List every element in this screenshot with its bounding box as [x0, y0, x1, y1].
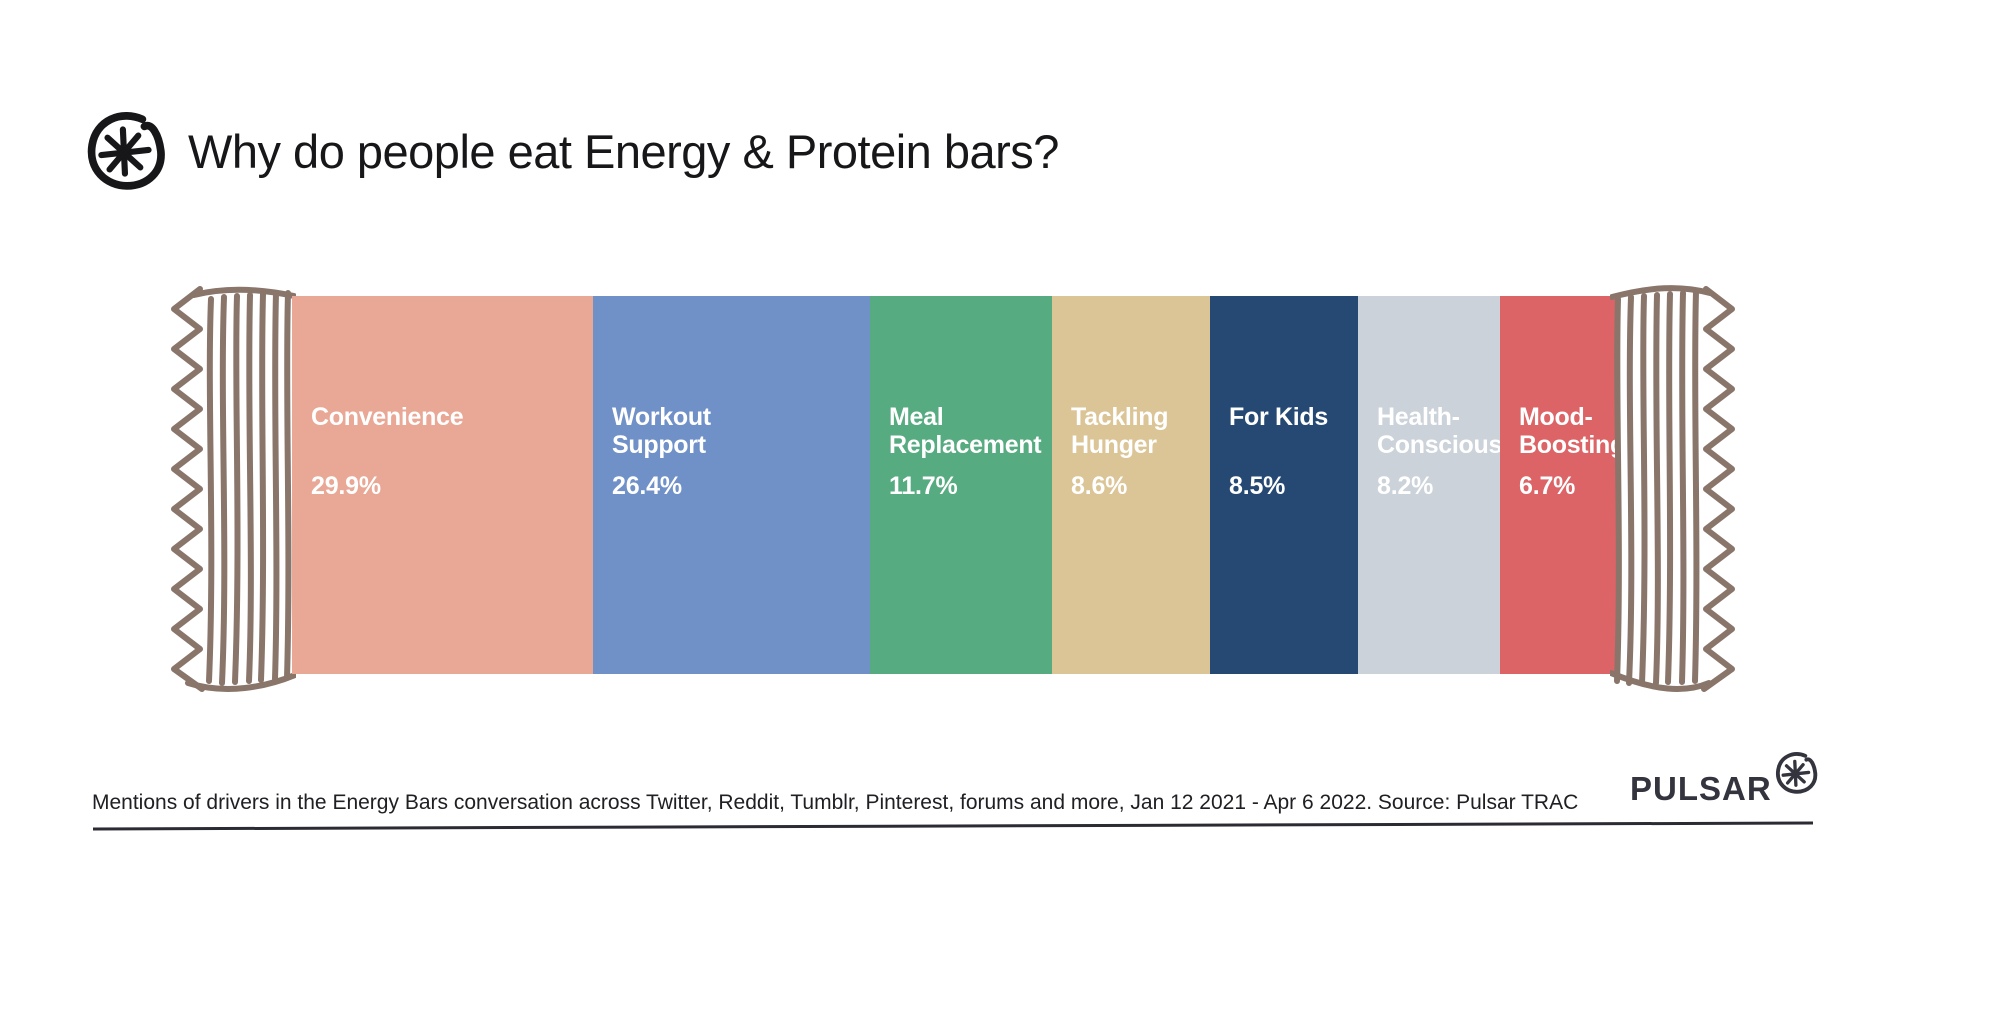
segment-meal-replacement: Meal Replacement 11.7% [870, 296, 1052, 674]
segment-value: 11.7% [889, 472, 958, 500]
segment-value: 8.6% [1071, 472, 1128, 500]
page-title: Why do people eat Energy & Protein bars? [188, 124, 1059, 178]
pulsar-asterisk-icon [1775, 752, 1817, 794]
segment-tackling-hunger: Tackling Hunger 8.6% [1052, 296, 1210, 674]
source-footnote: Mentions of drivers in the Energy Bars c… [92, 791, 1579, 814]
pulsar-logo-text: PULSAR [1630, 770, 1772, 807]
segment-label: For Kids [1229, 403, 1328, 431]
segment-convenience: Convenience 29.9% [292, 296, 593, 674]
segment-mood-boosting: Mood- Boosting 6.7% [1500, 296, 1625, 674]
header: Why do people eat Energy & Protein bars? [86, 112, 1059, 190]
footer-divider [92, 821, 1814, 831]
segment-for-kids: For Kids 8.5% [1210, 296, 1358, 674]
segment-value: 29.9% [311, 472, 381, 500]
segment-health-conscious: Health- Conscious 8.2% [1358, 296, 1503, 674]
circled-asterisk-icon [87, 112, 165, 190]
segment-value: 8.5% [1229, 472, 1286, 500]
segment-value: 26.4% [612, 472, 682, 500]
segment-value: 6.7% [1519, 472, 1576, 500]
segment-label: Meal Replacement [889, 403, 1042, 460]
segment-label: Mood- Boosting [1519, 403, 1625, 460]
wrapper-left-crinkle [171, 286, 296, 692]
segment-label: Workout Support [612, 403, 711, 460]
stacked-bar-segments: Convenience 29.9% Workout Support 26.4% … [292, 296, 1625, 674]
wrapper-right-crinkle [1610, 285, 1735, 692]
segment-label: Tackling Hunger [1071, 403, 1169, 460]
segment-value: 8.2% [1377, 472, 1434, 500]
segment-label: Health- Conscious [1377, 403, 1503, 460]
segment-label: Convenience [311, 403, 464, 431]
segment-workout-support: Workout Support 26.4% [593, 296, 870, 674]
pulsar-logo: PULSAR [1630, 752, 1820, 808]
